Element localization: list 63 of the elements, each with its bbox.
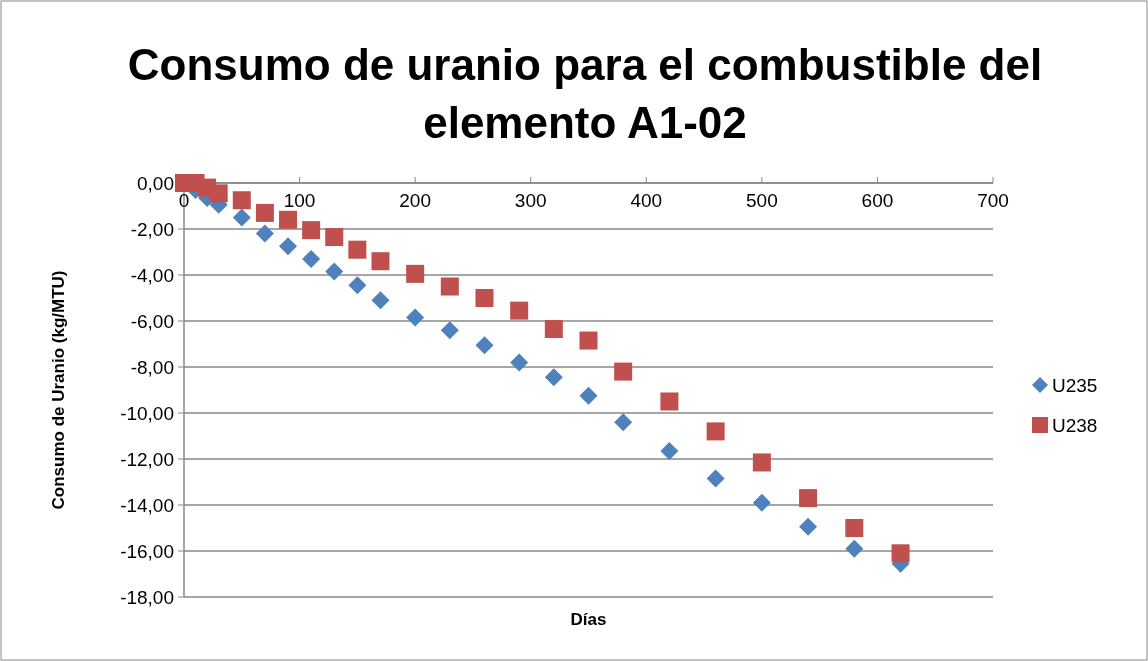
y-tick-label: -10,00	[120, 402, 174, 424]
point	[579, 331, 598, 350]
point	[325, 262, 344, 281]
point	[279, 237, 298, 256]
point	[752, 493, 771, 512]
point	[475, 336, 494, 355]
x-tick-label: 0	[178, 190, 190, 211]
x-tick-label: 600	[861, 190, 894, 211]
y-tick-label: 0,00	[137, 172, 174, 194]
point	[845, 519, 864, 537]
point	[660, 441, 679, 460]
y-tick-label: -12,00	[120, 448, 174, 470]
y-tick-label: -8,00	[130, 356, 174, 378]
point	[891, 544, 910, 563]
point	[706, 469, 725, 488]
point	[348, 276, 367, 295]
point	[406, 308, 425, 327]
point	[510, 353, 529, 372]
point	[371, 252, 390, 271]
y-tick-label: -2,00	[130, 218, 174, 240]
point	[475, 289, 494, 307]
x-tick-label: 100	[283, 190, 316, 211]
x-tick-label: 500	[746, 190, 778, 211]
point	[325, 228, 344, 247]
point	[440, 277, 459, 296]
y-tick-label: -14,00	[120, 494, 174, 516]
point	[406, 264, 425, 283]
y-tick-label: -4,00	[130, 264, 174, 286]
chart-title: Consumo de uranio para el combustible del elemento A1-02	[127, 40, 1043, 147]
point	[232, 208, 251, 227]
point	[544, 320, 563, 339]
point	[302, 221, 321, 240]
point	[799, 489, 818, 508]
point	[614, 362, 633, 381]
point	[348, 240, 367, 259]
point	[371, 291, 390, 310]
legend-label: U235	[1052, 374, 1098, 396]
y-tick-label: -16,00	[120, 540, 174, 562]
point	[440, 321, 459, 340]
point	[544, 368, 563, 387]
y-axis-title: Consumo de Uranio (kg/MTU)	[49, 270, 68, 510]
point	[279, 210, 298, 229]
point	[845, 539, 864, 558]
point	[302, 249, 321, 268]
point	[579, 386, 598, 405]
point	[510, 301, 529, 320]
legend-label: U238	[1052, 414, 1098, 436]
x-axis-title: Días	[570, 610, 607, 629]
point	[799, 517, 818, 536]
y-tick-label: -6,00	[130, 310, 174, 332]
x-tick-label: 700	[977, 190, 1009, 211]
point	[255, 224, 274, 243]
x-tick-label: 200	[399, 190, 431, 211]
x-tick-label: 300	[514, 190, 547, 211]
point	[232, 191, 251, 210]
point	[752, 453, 771, 472]
point	[614, 413, 633, 432]
y-tick-label: -18,00	[120, 586, 174, 608]
x-tick-label: 400	[630, 190, 663, 211]
point	[209, 184, 228, 203]
point	[706, 422, 725, 441]
point	[255, 203, 274, 222]
point	[660, 392, 679, 411]
